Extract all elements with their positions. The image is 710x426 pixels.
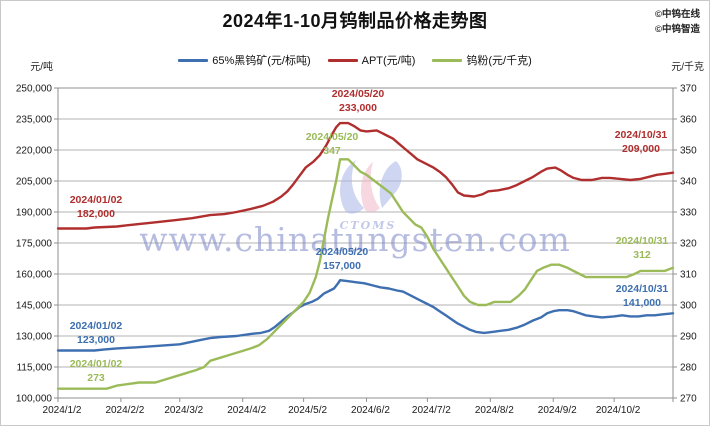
page-title: 2024年1-10月钨制品价格走势图	[222, 11, 488, 31]
legend-item: 65%黑钨矿(元/标吨)	[178, 52, 311, 68]
data-point-annotation: 2024/05/20 347	[306, 131, 359, 158]
x-axis-tick-label: 2024/4/2	[227, 405, 266, 416]
left-axis-unit: 元/吨	[30, 62, 53, 73]
x-axis-tick-label: 2024/1/2	[43, 405, 82, 416]
right-axis-unit: 元/千克	[671, 62, 704, 73]
right-axis-tick-label: 370	[680, 84, 697, 95]
branding: ©中钨在线 ©中钨智造	[655, 8, 700, 37]
right-axis-tick-label: 310	[680, 270, 697, 281]
annotation-value: 123,000	[77, 333, 115, 346]
series-line-ore	[56, 279, 675, 352]
annotation-value: 312	[633, 248, 651, 261]
left-axis-tick-label: 100,000	[16, 394, 53, 405]
right-axis-tick-label: 350	[680, 146, 697, 157]
left-axis-tick-label: 175,000	[16, 239, 53, 250]
left-axis-tick-label: 250,000	[16, 84, 53, 95]
right-axis-tick-label: 360	[680, 115, 697, 126]
annotation-value: 273	[87, 371, 105, 384]
legend: 65%黑钨矿(元/标吨) APT(元/吨) 钨粉(元/千克)	[1, 52, 709, 68]
legend-line-sample	[327, 58, 358, 62]
data-point-annotation: 2024/01/02 273	[70, 358, 123, 385]
right-axis-tick-label: 340	[680, 177, 697, 188]
left-axis-tick-label: 115,000	[17, 363, 53, 374]
data-point-annotation: 2024/05/20 233,000	[332, 88, 385, 115]
legend-label: APT(元/吨)	[361, 55, 416, 67]
left-axis-tick-label: 235,000	[16, 115, 53, 126]
x-axis-tick-label: 2024/10/2	[596, 405, 641, 416]
right-axis-tick-label: 290	[680, 332, 697, 343]
x-axis-tick-label: 2024/7/2	[412, 405, 451, 416]
data-point-annotation: 2024/01/02 123,000	[70, 320, 123, 347]
legend-line-sample	[432, 58, 463, 62]
x-axis-tick-label: 2024/9/2	[538, 405, 577, 416]
data-point-annotation: 2024/10/31 141,000	[616, 283, 669, 310]
data-point-annotation: 2024/10/31 312	[616, 235, 669, 262]
annotation-date: 2024/05/20	[305, 131, 359, 143]
branding-line-2: ©中钨智造	[655, 23, 700, 35]
right-axis-tick-label: 280	[680, 363, 697, 374]
x-axis-tick-label: 2024/6/2	[351, 405, 390, 416]
branding-line-1: ©中钨在线	[655, 9, 700, 20]
data-point-annotation: 2024/05/20 157,000	[316, 246, 369, 273]
x-axis-tick-label: 2024/5/2	[288, 405, 327, 416]
left-axis-tick-label: 205,000	[16, 177, 53, 188]
annotation-date: 2024/01/02	[69, 358, 123, 370]
legend-label: 钨粉(元/千克)	[466, 55, 532, 67]
annotation-date: 2024/10/31	[614, 129, 668, 141]
right-axis-tick-label: 330	[680, 208, 697, 219]
x-axis-tick-label: 2024/2/2	[105, 405, 144, 416]
annotation-value: 347	[323, 144, 341, 157]
annotation-date: 2024/10/31	[615, 283, 669, 295]
right-axis-tick-label: 320	[680, 239, 697, 250]
annotation-date: 2024/01/02	[69, 194, 123, 206]
annotation-value: 182,000	[77, 207, 115, 220]
data-point-annotation: 2024/01/02 182,000	[70, 194, 123, 221]
annotation-date: 2024/01/02	[69, 320, 123, 332]
x-axis-tick-label: 2024/8/2	[475, 405, 514, 416]
annotation-value: 141,000	[623, 296, 661, 309]
right-axis-tick-label: 300	[680, 301, 697, 312]
legend-label: 65%黑钨矿(元/标吨)	[212, 55, 311, 67]
left-axis-tick-label: 220,000	[16, 146, 53, 157]
left-axis-tick-label: 160,000	[16, 270, 53, 281]
annotation-date: 2024/10/31	[615, 235, 669, 247]
right-axis-tick-label: 270	[680, 394, 697, 405]
left-axis-tick-label: 130,000	[16, 332, 53, 343]
legend-item: APT(元/吨)	[327, 52, 416, 68]
annotation-date: 2024/05/20	[331, 88, 385, 100]
legend-line-sample	[178, 58, 209, 62]
data-point-annotation: 2024/10/31 209,000	[615, 129, 668, 156]
annotation-date: 2024/05/20	[315, 246, 369, 258]
ctoms-logo-icon	[340, 160, 402, 214]
left-axis-tick-label: 190,000	[16, 208, 53, 219]
annotation-value: 233,000	[339, 101, 377, 114]
annotation-value: 209,000	[622, 142, 660, 155]
x-axis-tick-label: 2024/3/2	[164, 405, 203, 416]
annotation-value: 157,000	[323, 259, 361, 272]
left-axis-tick-label: 145,000	[16, 301, 53, 312]
legend-item: 钨粉(元/千克)	[432, 52, 532, 68]
